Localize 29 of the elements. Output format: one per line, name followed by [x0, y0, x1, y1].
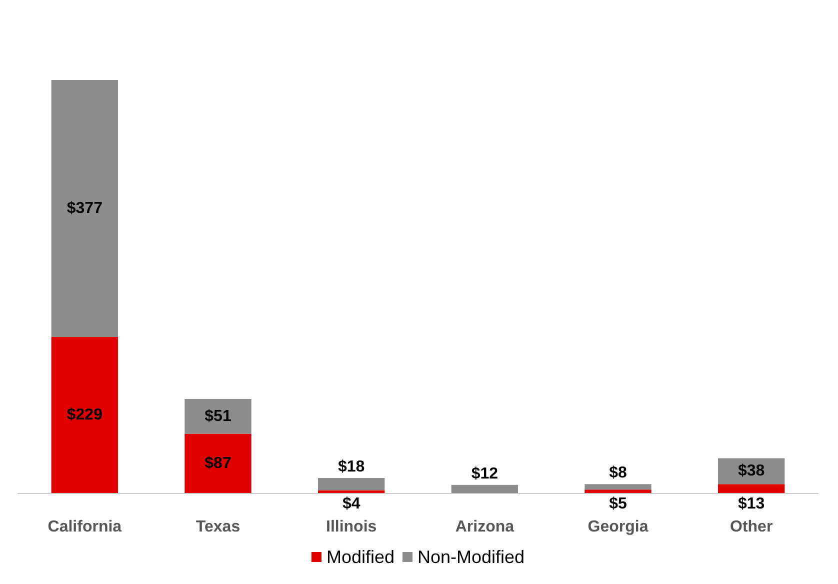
data-label: $5: [609, 496, 627, 512]
bar: [318, 478, 385, 490]
data-label: $18: [338, 458, 365, 476]
x-tick-label: Georgia: [588, 518, 648, 536]
bar: [584, 490, 652, 493]
x-tick-label: Arizona: [455, 518, 514, 536]
data-label: $51: [204, 408, 232, 425]
bar: [718, 484, 785, 493]
bar: [51, 80, 118, 337]
x-tick-label: Illinois: [326, 518, 377, 536]
bar: [584, 484, 652, 490]
data-label: $4: [342, 496, 360, 512]
data-label: $12: [471, 465, 498, 482]
bar: [184, 398, 252, 434]
data-label: $8: [609, 464, 627, 482]
bar: [184, 434, 252, 493]
legend-label: Non-Modified: [417, 547, 525, 567]
x-tick-label: Texas: [196, 518, 240, 536]
data-label: $38: [738, 462, 765, 480]
data-label: $87: [204, 454, 232, 472]
legend-label: Modified: [326, 547, 395, 567]
x-tick-label: Other: [730, 518, 773, 536]
data-label: $377: [66, 200, 103, 218]
bar: [318, 490, 385, 493]
data-label: $229: [66, 406, 103, 424]
data-label: $13: [738, 496, 765, 512]
bar: [451, 484, 518, 493]
bar: [51, 336, 118, 493]
x-tick-label: California: [48, 518, 122, 536]
